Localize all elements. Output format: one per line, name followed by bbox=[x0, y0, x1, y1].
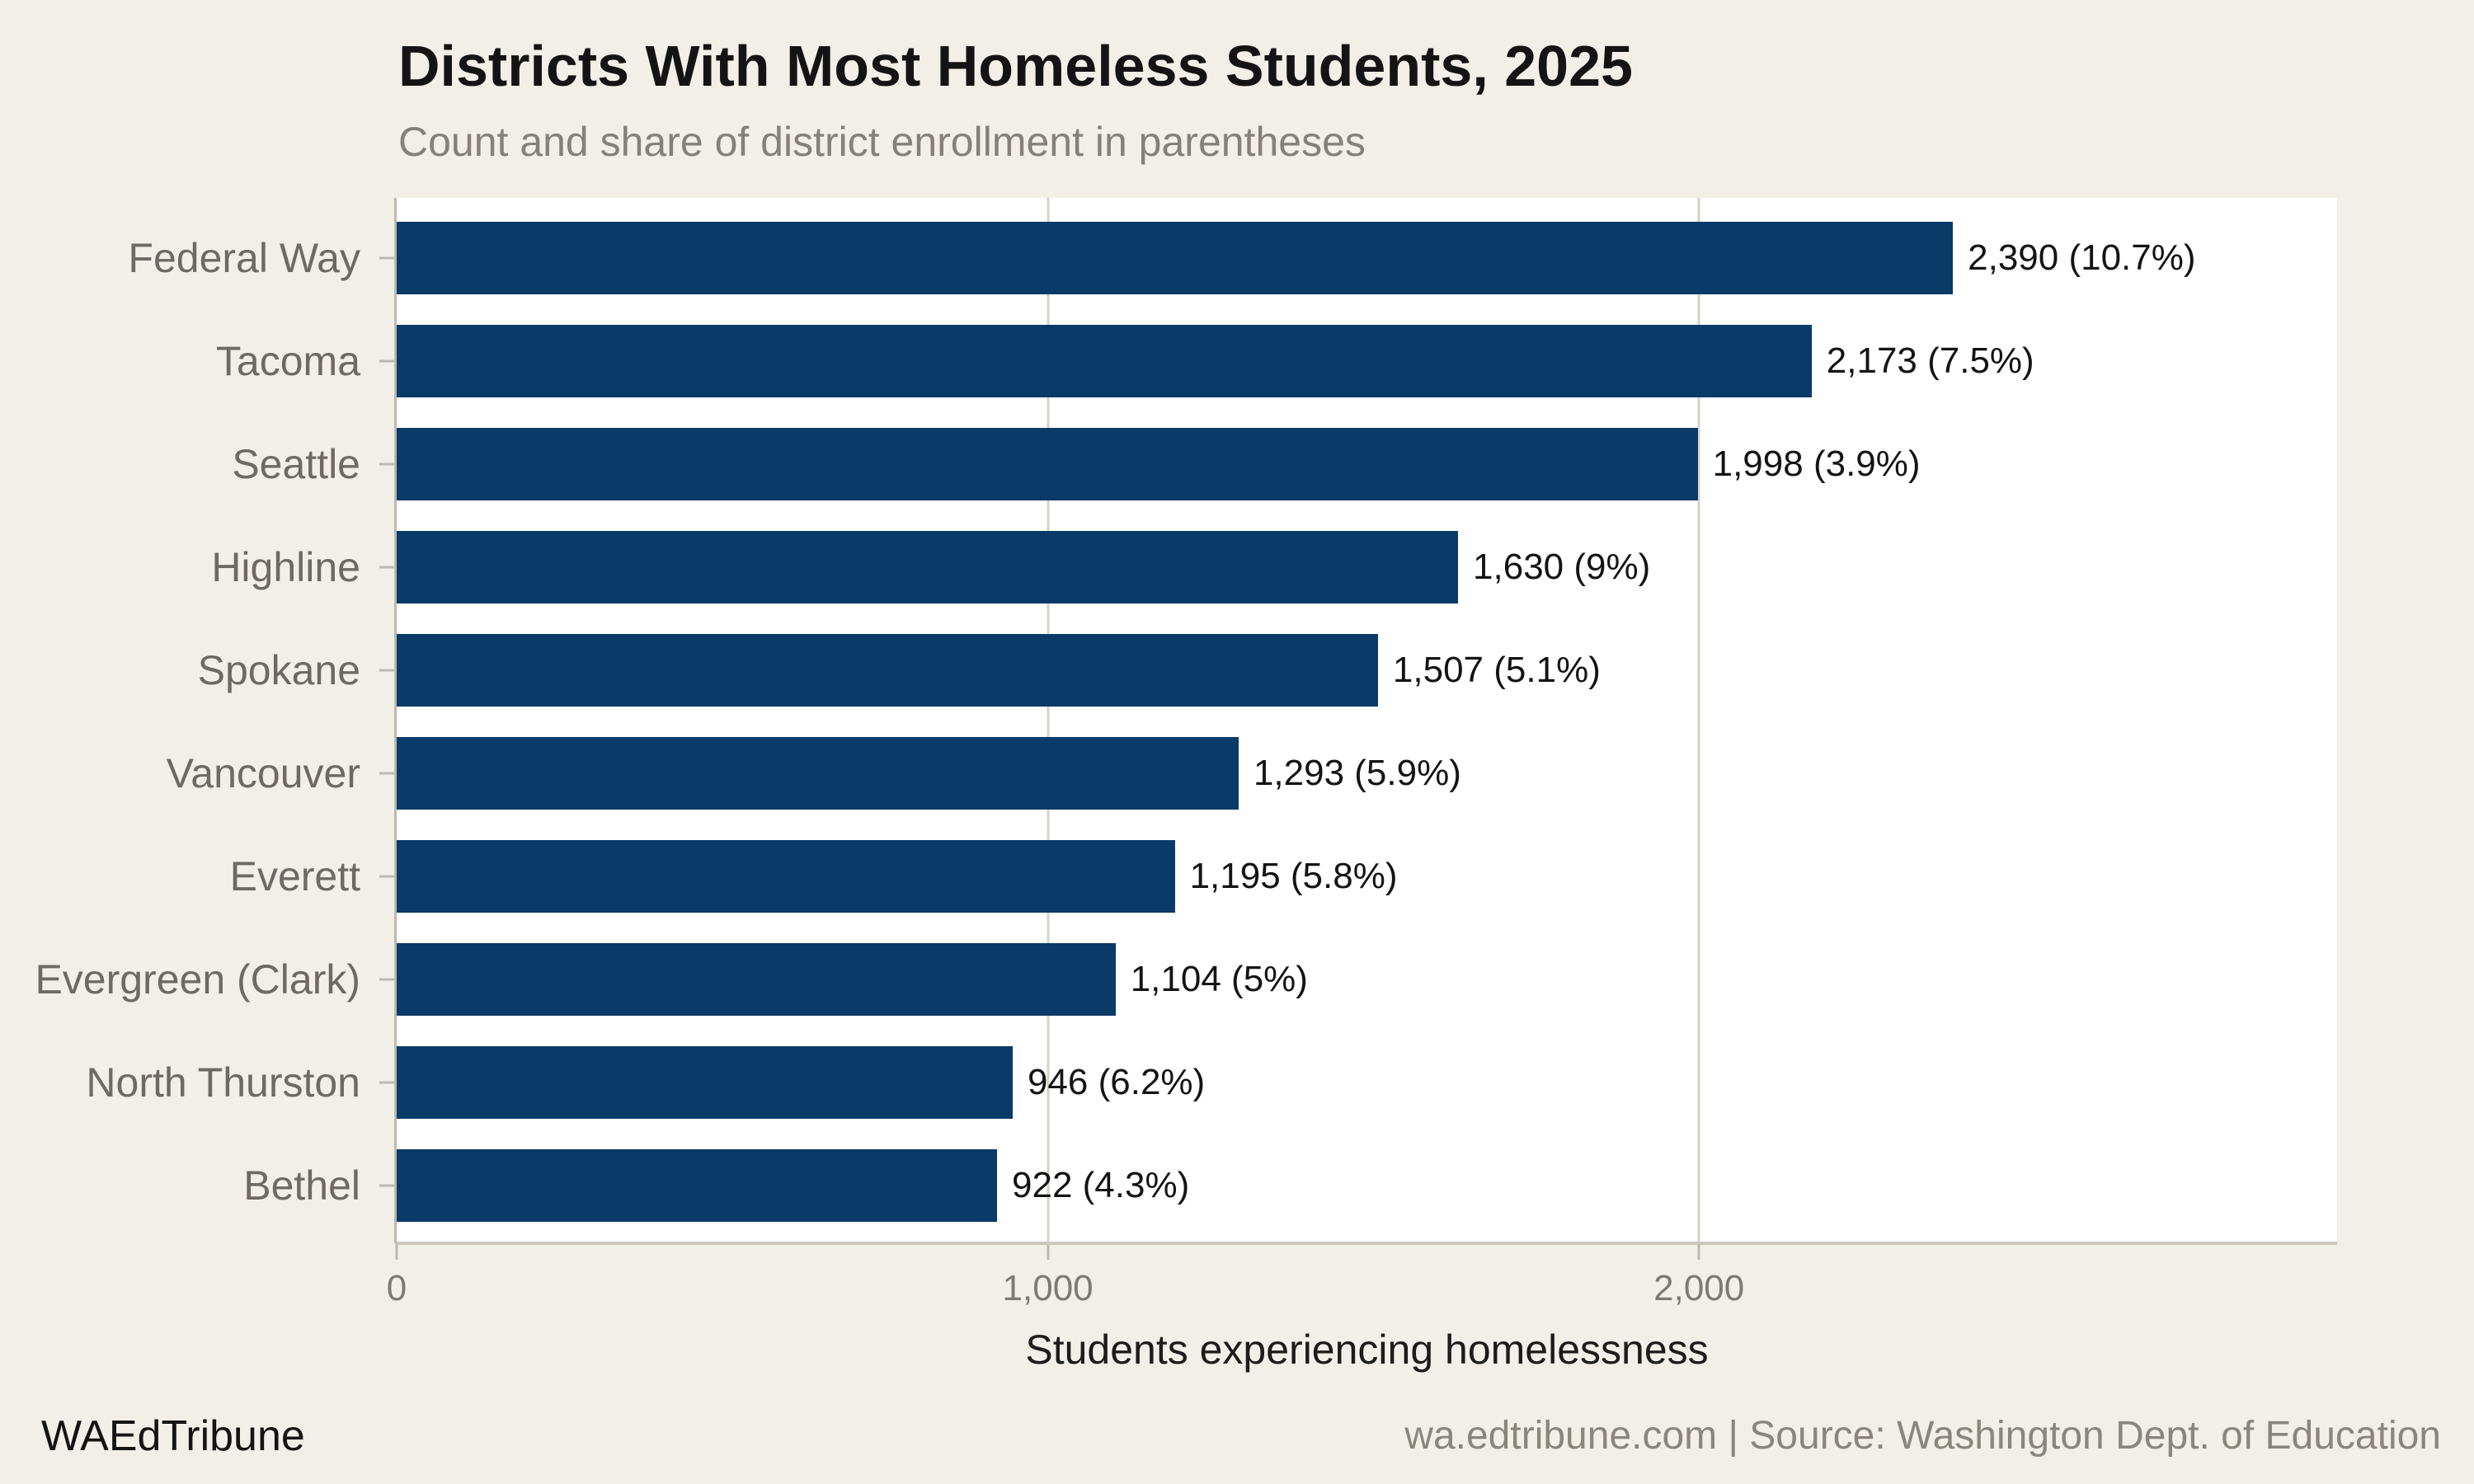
y-axis-label: Evergreen (Clark) bbox=[35, 956, 360, 1003]
y-axis-tick bbox=[379, 1184, 394, 1186]
value-label: 946 (6.2%) bbox=[1027, 1061, 1206, 1102]
plot-area: Students experiencing homelessness 0 1,00… bbox=[379, 198, 2337, 1373]
x-axis-tick-label-1000: 1,000 bbox=[1002, 1268, 1094, 1308]
value-label: 1,104 (5%) bbox=[1130, 958, 1308, 999]
bar-spokane bbox=[397, 634, 1378, 707]
y-axis-tick bbox=[379, 978, 394, 981]
x-axis-title: Students experiencing homelessness bbox=[1025, 1327, 1709, 1373]
gridline-2000 bbox=[1697, 198, 1700, 1243]
y-axis-tick bbox=[379, 1081, 394, 1084]
value-label: 1,630 (9%) bbox=[1473, 547, 1651, 588]
y-axis-label: Highline bbox=[211, 544, 360, 591]
y-axis-label: Spokane bbox=[197, 647, 360, 693]
bar-north-thurston bbox=[397, 1045, 1013, 1119]
footer-source-attribution: wa.edtribune.com | Source: Washington De… bbox=[1404, 1414, 2441, 1458]
y-axis-label: Federal Way bbox=[128, 235, 360, 282]
value-label: 2,173 (7.5%) bbox=[1826, 340, 2034, 382]
y-axis-tick bbox=[379, 669, 394, 672]
x-axis-tick-0 bbox=[395, 1243, 398, 1260]
y-axis-tick bbox=[379, 463, 394, 466]
value-label: 1,998 (3.9%) bbox=[1712, 444, 1921, 485]
y-axis-tick bbox=[379, 875, 394, 878]
bar-tacoma bbox=[397, 325, 1812, 398]
footer-brand: WAEdTribune bbox=[41, 1412, 305, 1460]
y-axis-label: Everett bbox=[229, 852, 360, 899]
bar-everett bbox=[397, 839, 1175, 913]
bar-seattle bbox=[397, 428, 1698, 501]
chart-title: Districts With Most Homeless Students, 2… bbox=[398, 34, 1633, 98]
value-label: 2,390 (10.7%) bbox=[1968, 237, 2196, 279]
bar-highline bbox=[397, 531, 1459, 604]
x-axis-tick-label-2000: 2,000 bbox=[1653, 1268, 1745, 1308]
bar-bethel bbox=[397, 1148, 997, 1222]
bar-vancouver bbox=[397, 736, 1239, 810]
y-axis-tick bbox=[379, 566, 394, 569]
value-label: 1,507 (5.1%) bbox=[1392, 650, 1601, 690]
x-axis-tick-label-0: 0 bbox=[386, 1268, 407, 1308]
x-axis-tick-1000 bbox=[1047, 1243, 1050, 1260]
value-label: 1,195 (5.8%) bbox=[1189, 855, 1398, 896]
y-axis-line bbox=[394, 198, 397, 1243]
y-axis-label: Vancouver bbox=[166, 749, 360, 796]
x-axis-line bbox=[397, 1242, 2337, 1245]
y-axis-tick bbox=[379, 772, 394, 775]
x-axis-tick-2000 bbox=[1697, 1243, 1700, 1260]
y-axis-tick bbox=[379, 256, 394, 260]
gridline-1000 bbox=[1047, 198, 1050, 1243]
y-axis-label: Tacoma bbox=[215, 338, 360, 385]
value-label: 1,293 (5.9%) bbox=[1253, 752, 1461, 793]
y-axis-label: North Thurston bbox=[86, 1059, 360, 1106]
y-axis-labels: Federal Way Tacoma Seattle Highline Spokane V… bbox=[0, 198, 360, 1243]
y-axis-label: Seattle bbox=[232, 441, 360, 488]
bar-federal-way bbox=[397, 222, 1954, 295]
value-label: 922 (4.3%) bbox=[1012, 1164, 1190, 1205]
y-axis-label: Bethel bbox=[243, 1162, 360, 1209]
y-axis-tick bbox=[379, 359, 394, 363]
bar-evergreen-clark bbox=[397, 942, 1116, 1016]
chart-subtitle: Count and share of district enrollment i… bbox=[398, 119, 1366, 165]
